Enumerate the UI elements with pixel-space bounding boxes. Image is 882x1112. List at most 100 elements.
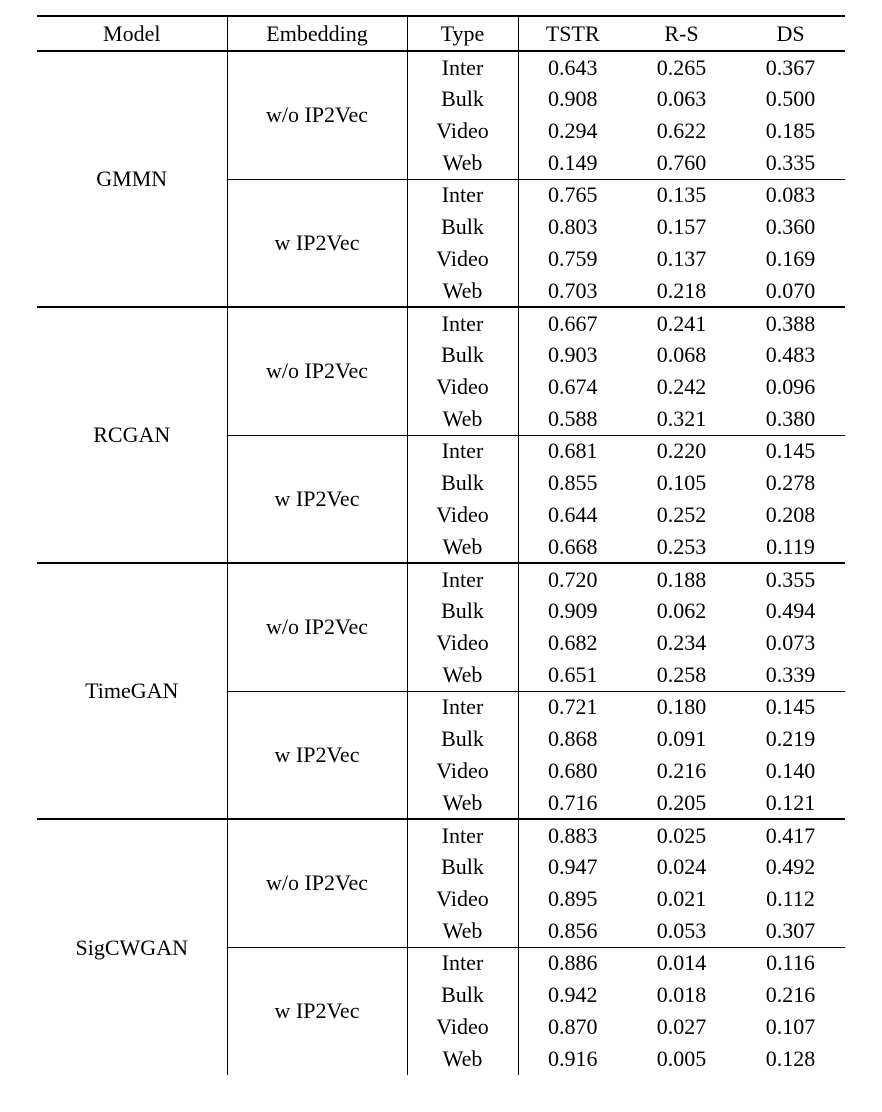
ds-value-cell: 0.494 [765,598,816,623]
col-header-type: Type [407,16,519,52]
ds-value-cell: 0.380 [765,405,816,431]
tstr-value-cell: 0.682 [548,630,598,655]
table-row: Web 0.856 0.053 0.307 [37,915,845,947]
results-table: Model Embedding Type TSTR R-S DS GMMN w/o… [37,15,845,1075]
table-row: GMMN w/o IP2Vec Inter 0.643 0.265 0.367 [37,50,845,307]
ds-value-cell: 0.339 [765,661,816,687]
tstr-value-cell: 0.681 [518,434,627,467]
ds-value-cell: 0.483 [765,342,816,367]
type-cell: Inter [407,434,519,467]
rs-value-cell: 0.252 [656,502,707,527]
type-cell: Bulk [407,211,519,243]
ds-value-cell: 0.107 [765,1014,816,1039]
type-cell: Bulk [407,979,519,1011]
rs-value-cell: 0.234 [656,630,707,655]
col-header-ds: DS [736,16,845,52]
embedding-cell: w/o IP2Vec [227,818,408,947]
ds-value-cell: 0.335 [765,149,816,175]
table-row: Bulk 0.909 0.062 0.494 [37,595,845,627]
tstr-value-cell: 0.643 [518,50,627,83]
ds-value-cell: 0.128 [765,1046,816,1071]
tstr-value-cell: 0.667 [518,306,627,339]
tstr-value-cell: 0.886 [518,946,627,979]
ds-value-cell: 0.073 [765,630,816,655]
type-cell: Video [407,499,519,531]
type-cell: Web [407,531,519,563]
tstr-value-cell: 0.903 [548,342,598,367]
tstr-value-cell: 0.294 [548,118,598,143]
col-header-model: Model [37,16,228,52]
type-cell: Inter [407,690,519,723]
type-cell: Bulk [407,723,519,755]
ds-value-cell: 0.307 [765,917,816,943]
tstr-value-cell: 0.895 [548,886,598,911]
tstr-value-cell: 0.674 [548,374,598,399]
type-cell: Web [407,147,519,179]
ds-value-cell: 0.492 [765,854,816,879]
table-row: Web 0.588 0.321 0.380 [37,403,845,435]
type-cell: Web [407,915,519,947]
ds-value-cell: 0.145 [736,690,845,723]
rs-value-cell: 0.025 [627,818,736,851]
table-row: Video 0.759 0.137 0.169 [37,243,845,275]
table-row: SigCWGAN w/o IP2Vec Inter 0.883 0.025 0.417 [37,818,845,1075]
embedding-cell: w/o IP2Vec [227,562,408,691]
table-row: w IP2Vec Inter 0.721 0.180 0.145 [37,690,845,819]
type-cell: Web [407,275,519,307]
type-cell: Bulk [407,851,519,883]
tstr-value-cell: 0.651 [548,661,598,687]
rs-value-cell: 0.062 [656,598,707,623]
type-cell: Bulk [407,595,519,627]
type-cell: Video [407,627,519,659]
ds-value-cell: 0.500 [765,86,816,111]
embedding-cell: w IP2Vec [227,946,408,1075]
ds-value-cell: 0.096 [765,374,816,399]
table-row: RCGAN w/o IP2Vec Inter 0.667 0.241 0.388 [37,306,845,563]
rs-value-cell: 0.205 [656,789,707,815]
tstr-value-cell: 0.883 [518,818,627,851]
rs-value-cell: 0.157 [656,214,707,239]
col-header-tstr: TSTR [518,16,627,52]
table-row: Bulk 0.908 0.063 0.500 [37,83,845,115]
rs-value-cell: 0.258 [656,661,707,687]
rs-value-cell: 0.242 [656,374,707,399]
type-cell: Bulk [407,83,519,115]
model-cell: TimeGAN [37,562,228,819]
embedding-cell: w IP2Vec [227,690,408,819]
rs-value-cell: 0.760 [656,149,707,175]
ds-value-cell: 0.083 [736,178,845,211]
rs-value-cell: 0.180 [627,690,736,723]
rs-value-cell: 0.068 [656,342,707,367]
rs-value-cell: 0.018 [656,982,707,1007]
ds-value-cell: 0.219 [765,726,816,751]
rs-value-cell: 0.321 [656,405,707,431]
rs-value-cell: 0.241 [627,306,736,339]
tstr-value-cell: 0.909 [548,598,598,623]
table-row: Video 0.870 0.027 0.107 [37,1011,845,1043]
rs-value-cell: 0.027 [656,1014,707,1039]
table-body: GMMN w/o IP2Vec Inter 0.643 0.265 0.367 Bulk 0.… [37,50,845,1075]
table-row: Bulk 0.903 0.068 0.483 [37,339,845,371]
type-cell: Inter [407,818,519,851]
type-cell: Web [407,1043,519,1075]
type-cell: Inter [407,50,519,83]
tstr-value-cell: 0.149 [548,149,598,175]
header-row: Model Embedding Type TSTR R-S DS [37,16,845,52]
col-header-embedding: Embedding [227,16,408,52]
tstr-value-cell: 0.680 [548,758,598,783]
tstr-value-cell: 0.716 [548,789,598,815]
tstr-value-cell: 0.916 [548,1046,598,1071]
model-cell: RCGAN [37,306,228,563]
ds-value-cell: 0.216 [765,982,816,1007]
rs-value-cell: 0.220 [627,434,736,467]
ds-value-cell: 0.169 [765,246,816,271]
table-row: Video 0.294 0.622 0.185 [37,115,845,147]
embedding-cell: w/o IP2Vec [227,50,408,179]
table-row: Bulk 0.855 0.105 0.278 [37,467,845,499]
table-row: Web 0.149 0.760 0.335 [37,147,845,179]
table-row: Bulk 0.942 0.018 0.216 [37,979,845,1011]
ds-value-cell: 0.070 [765,277,816,303]
type-cell: Video [407,755,519,787]
type-cell: Bulk [407,339,519,371]
tstr-value-cell: 0.868 [548,726,598,751]
